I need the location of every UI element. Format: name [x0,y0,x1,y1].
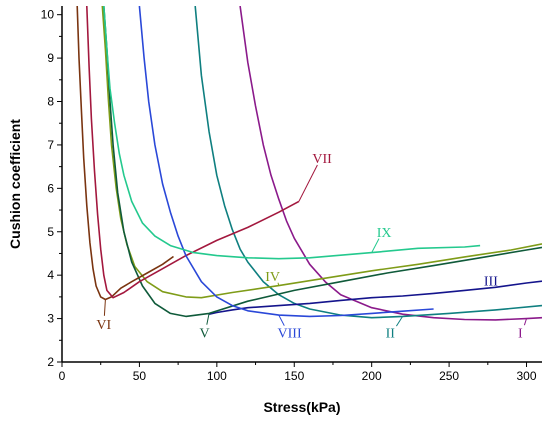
y-tick-label: 5 [47,225,54,239]
x-tick-label: 0 [59,369,66,383]
series-leader-i [524,319,526,326]
series-leader-vi [104,300,105,316]
y-tick-label: 7 [47,138,54,152]
series-leader-viii [279,315,285,326]
series-line-vi [77,6,173,300]
series-lines [77,6,542,320]
series-leader-ii [396,316,402,326]
series-label-iii: III [484,274,498,289]
series-label-iv: IV [265,270,280,285]
y-tick-label: 9 [47,51,54,65]
series-label-i: I [518,327,523,342]
series-label-vii: VII [312,152,332,167]
y-tick-label: 2 [47,355,54,369]
y-tick-label: 3 [47,312,54,326]
series-label-vi: VI [96,318,111,333]
x-tick-label: 250 [439,369,459,383]
series-label-viii: VIII [278,327,302,342]
x-tick-label: 100 [207,369,227,383]
x-tick-label: 150 [284,369,304,383]
series-leader-v [207,313,209,324]
y-axis-title: Cushion coefficient [7,119,23,249]
series-line-viii [139,6,433,316]
y-tick-label: 8 [47,95,54,109]
y-tick-label: 6 [47,181,54,195]
series-label-v: V [199,327,209,342]
x-axis-title: Stress(kPa) [263,399,340,415]
series-leader-vii [299,165,318,201]
y-tick-label: 10 [41,8,55,22]
y-tick-label: 4 [47,268,54,282]
x-tick-label: 200 [362,369,382,383]
x-tick-label: 300 [517,369,537,383]
series-label-ii: II [386,327,396,342]
series-line-ix [104,6,480,259]
series-label-ix: IX [377,226,392,241]
x-tick-label: 50 [133,369,147,383]
